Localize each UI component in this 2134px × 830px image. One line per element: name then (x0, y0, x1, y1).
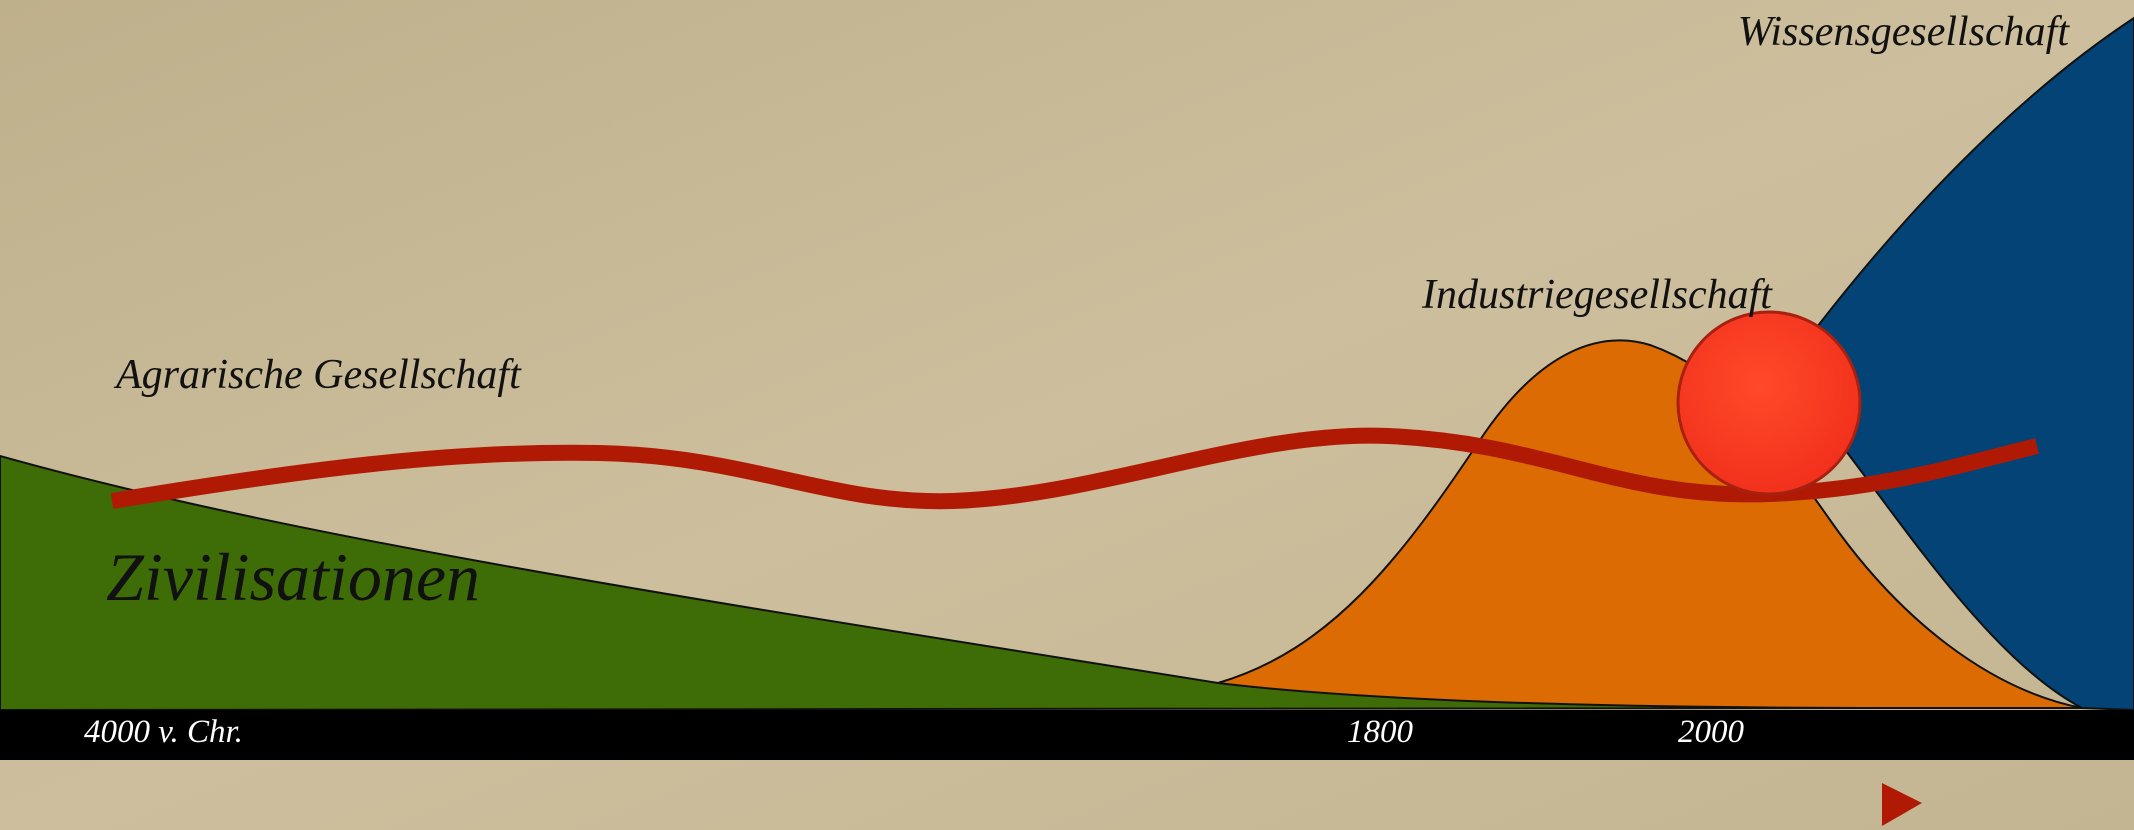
area-label: Wissensgesellschaft (1738, 9, 2071, 55)
area-label: Zivilisationen (106, 539, 480, 615)
area-label: Agrarische Gesellschaft (113, 352, 522, 398)
ball (1678, 312, 1860, 494)
timeline-label: 2000 (1678, 714, 1745, 750)
timeline-label: 4000 v. Chr. (84, 714, 243, 750)
timeline-label: 1800 (1347, 714, 1414, 750)
timeline-bar (0, 710, 2134, 760)
diagram: Zivilisationen Agrarische Gesellschaft I… (0, 0, 2134, 830)
page: Zivilisationen Agrarische Gesellschaft I… (0, 0, 2134, 830)
area-label: Industriegesellschaft (1421, 272, 1773, 318)
